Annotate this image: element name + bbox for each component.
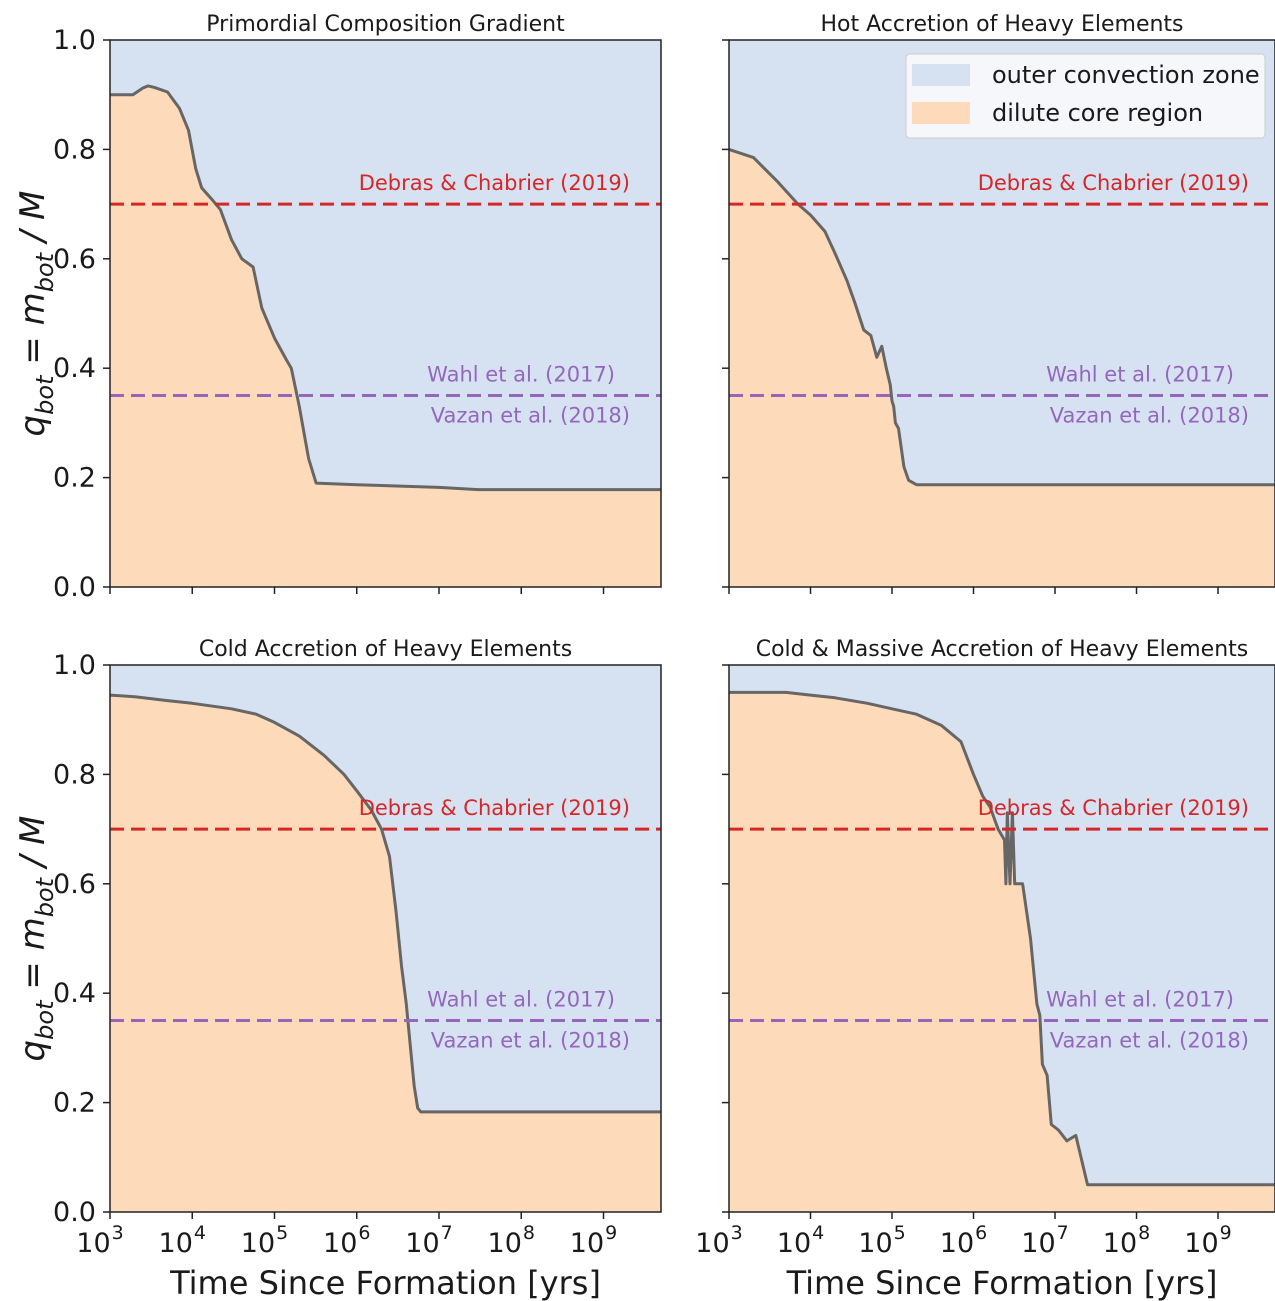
x-tick-label: 109 <box>1184 1222 1231 1259</box>
wahl-label: Wahl et al. (2017) <box>427 363 615 387</box>
vazan-label: Vazan et al. (2018) <box>431 1029 630 1053</box>
vazan-label: Vazan et al. (2018) <box>431 404 630 428</box>
boundary-line <box>109 693 661 1114</box>
x-tick-label: 103 <box>76 1222 123 1259</box>
dilute-core-region <box>729 149 1275 587</box>
x-tick-label: 107 <box>1021 1222 1068 1259</box>
legend-swatch <box>912 102 970 124</box>
dilute-core-region <box>729 692 1275 1212</box>
axes-frame <box>109 664 662 1213</box>
wahl-label: Wahl et al. (2017) <box>427 988 615 1012</box>
x-axis-label: Time Since Formation [yrs] <box>786 1264 1218 1301</box>
y-axis-label: qbot = mbot / M <box>13 191 59 437</box>
panel-title: Cold Accretion of Heavy Elements <box>199 637 572 662</box>
boundary-line <box>110 84 661 492</box>
y-tick-label: 1.0 <box>53 25 96 56</box>
x-tick-label: 107 <box>405 1222 452 1259</box>
y-tick-label: 1.0 <box>53 650 96 681</box>
vazan-label: Vazan et al. (2018) <box>1050 404 1249 428</box>
legend-swatch <box>912 64 970 86</box>
y-axis-label: qbot = mbot / M <box>13 816 59 1062</box>
y-tick-label: 0.8 <box>53 134 96 165</box>
x-tick-label: 106 <box>940 1222 987 1259</box>
wahl-label: Wahl et al. (2017) <box>1046 363 1234 387</box>
x-tick-label: 108 <box>488 1222 535 1259</box>
panel-1: Debras & Chabrier (2019) Wahl et al. (201… <box>13 12 662 603</box>
dilute-core-region <box>110 695 661 1212</box>
x-tick-label: 106 <box>323 1222 370 1259</box>
debras-label: Debras & Chabrier (2019) <box>359 171 630 195</box>
dilute-core-region <box>110 85 661 588</box>
x-tick-label: 105 <box>241 1222 288 1259</box>
axes-frame <box>109 39 662 588</box>
y-tick-label: 0.4 <box>53 978 96 1009</box>
y-tick-label: 0.4 <box>53 353 96 384</box>
y-tick-label: 0.2 <box>53 463 96 494</box>
vazan-label: Vazan et al. (2018) <box>1050 1029 1249 1053</box>
panel-3: Debras & Chabrier (2019) Wahl et al. (201… <box>13 637 662 1301</box>
y-tick-label: 0.0 <box>53 1197 96 1228</box>
panel-title: Primordial Composition Gradient <box>206 12 565 37</box>
y-tick-label: 0.2 <box>53 1088 96 1119</box>
x-tick-label: 105 <box>858 1222 905 1259</box>
debras-label: Debras & Chabrier (2019) <box>978 171 1249 195</box>
y-tick-label: 0.8 <box>53 759 96 790</box>
panel-4: Debras & Chabrier (2019) Wahl et al. (201… <box>695 637 1275 1301</box>
x-tick-label: 104 <box>159 1222 206 1259</box>
debras-label: Debras & Chabrier (2019) <box>978 796 1249 820</box>
boundary-line <box>728 147 1275 487</box>
x-tick-label: 108 <box>1103 1222 1150 1259</box>
debras-label: Debras & Chabrier (2019) <box>359 796 630 820</box>
axes-frame <box>728 39 1275 588</box>
y-tick-label: 0.0 <box>53 572 96 603</box>
legend: outer convection zone dilute core region <box>905 53 1266 139</box>
panel-title: Hot Accretion of Heavy Elements <box>820 12 1183 37</box>
axes-frame <box>728 664 1275 1213</box>
x-axis-label: Time Since Formation [yrs] <box>169 1264 601 1301</box>
legend-box <box>905 53 1266 139</box>
x-tick-label: 104 <box>777 1222 824 1259</box>
y-tick-label: 0.6 <box>53 244 96 275</box>
legend-label: dilute core region <box>992 99 1203 127</box>
x-tick-label: 109 <box>570 1222 617 1259</box>
legend-label: outer convection zone <box>992 61 1260 89</box>
y-tick-label: 0.6 <box>53 869 96 900</box>
x-tick-label: 103 <box>695 1222 742 1259</box>
wahl-label: Wahl et al. (2017) <box>1046 988 1234 1012</box>
panel-title: Cold & Massive Accretion of Heavy Elemen… <box>756 637 1249 662</box>
boundary-line <box>729 690 1275 1187</box>
